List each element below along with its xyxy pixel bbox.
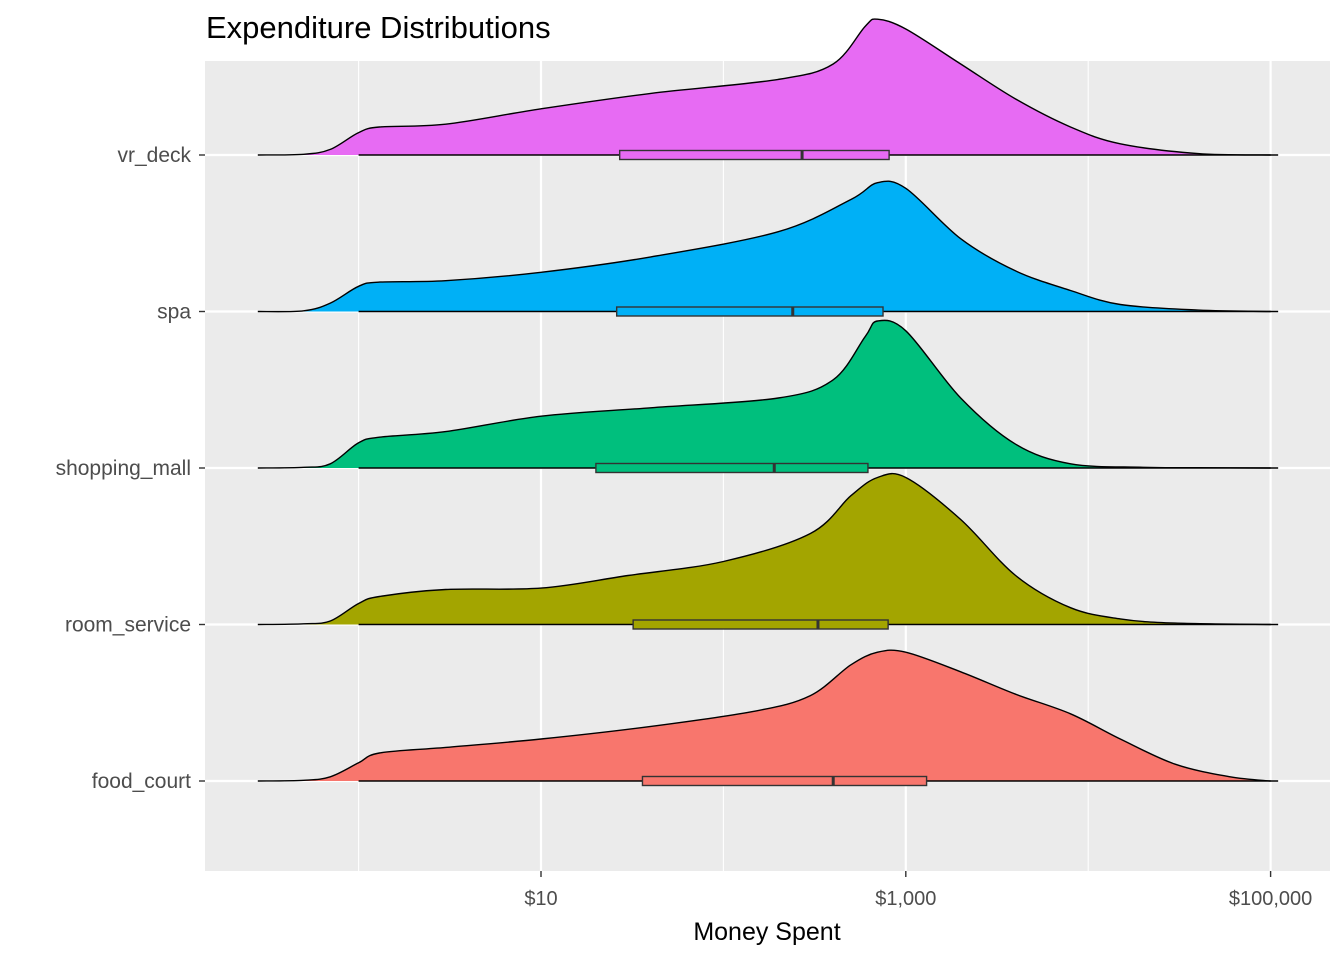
box-iqr-food_court	[641, 775, 928, 787]
box-iqr-vr_deck	[618, 149, 890, 161]
box-iqr-room_service	[632, 619, 889, 630]
series-spa	[257, 180, 1279, 317]
density-outline-vr_deck	[257, 18, 1271, 156]
box-iqr-spa	[615, 306, 884, 317]
series-room_service	[257, 472, 1279, 630]
y-tick-label-shopping_mall: shopping_mall	[56, 457, 191, 480]
density-ridge-food_court	[257, 650, 1271, 781]
density-outline-food_court	[257, 649, 1271, 782]
y-tick-label-vr_deck: vr_deck	[117, 144, 191, 167]
chart-title: Expenditure Distributions	[206, 10, 551, 45]
density-outline-shopping_mall	[257, 319, 1271, 469]
x-tick-label: $100,000	[1229, 888, 1312, 910]
y-axis: food_court room_service shopping_mall spa vr…	[56, 144, 205, 793]
y-tick-label-food_court: food_court	[92, 770, 191, 793]
series-layer	[257, 18, 1279, 787]
density-ridge-shopping_mall	[257, 320, 1271, 468]
density-ridge-vr_deck	[257, 19, 1271, 156]
density-ridge-spa	[257, 181, 1271, 312]
density-ridge-room_service	[257, 473, 1271, 625]
density-outline-spa	[257, 180, 1271, 313]
density-outline-room_service	[257, 472, 1271, 626]
x-tick-label: $10	[524, 888, 557, 910]
box-iqr-shopping_mall	[595, 462, 869, 474]
x-tick-label: $1,000	[875, 888, 936, 910]
y-tick-label-spa: spa	[157, 301, 191, 324]
x-axis: $10 $1,000 $100,000	[524, 871, 1312, 910]
series-vr_deck	[257, 18, 1279, 161]
x-axis-title: Money Spent	[693, 918, 840, 946]
y-tick-label-room_service: room_service	[65, 614, 191, 637]
series-food_court	[257, 649, 1279, 787]
series-shopping_mall	[257, 319, 1279, 474]
